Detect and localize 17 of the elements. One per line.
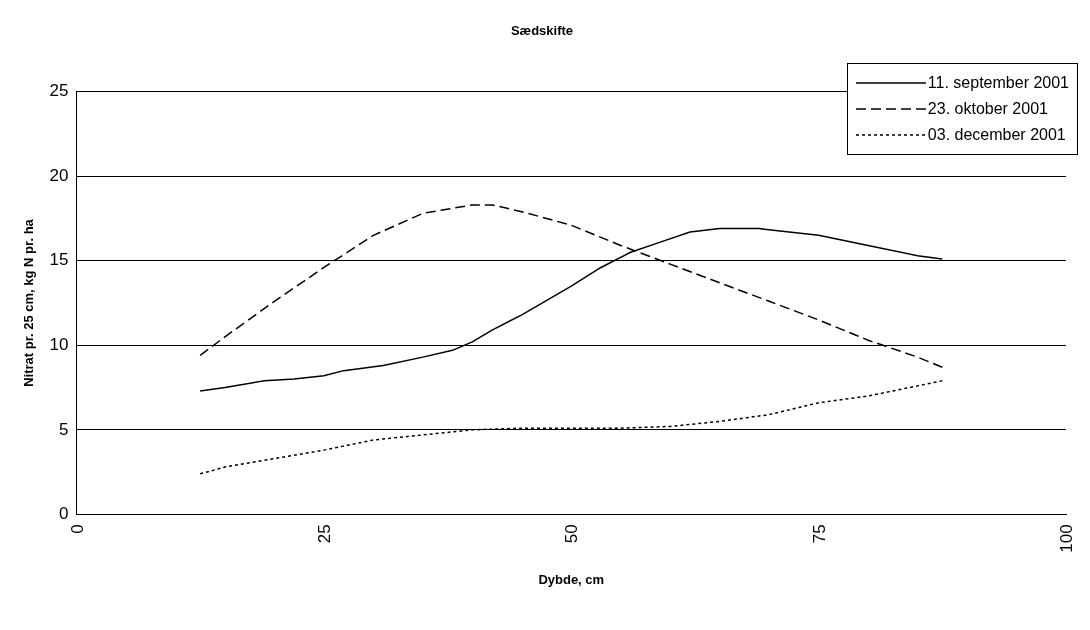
legend-label: 23. oktober 2001	[927, 100, 1048, 118]
y-tick-label: 20	[49, 165, 69, 185]
chart-title: Sædskifte	[510, 23, 574, 39]
x-tick-label: 25	[314, 524, 334, 544]
y-tick-label: 25	[49, 81, 69, 101]
y-tick-label: 15	[49, 250, 69, 270]
x-tick-label: 100	[1057, 524, 1076, 553]
x-tick-label: 0	[67, 524, 87, 534]
legend-label: 03. december 2001	[927, 126, 1066, 144]
x-axis-title: Dybde, cm	[538, 571, 605, 587]
x-tick-label: 75	[809, 524, 829, 544]
y-tick-label: 5	[59, 419, 69, 439]
y-tick-label: 10	[49, 334, 69, 354]
x-tick-label: 50	[562, 524, 582, 544]
y-axis-title: Nitrat pr. 25 cm, kg N pr. ha	[21, 218, 37, 387]
legend-label: 11. september 2001	[927, 74, 1069, 92]
y-tick-label: 0	[59, 504, 69, 524]
